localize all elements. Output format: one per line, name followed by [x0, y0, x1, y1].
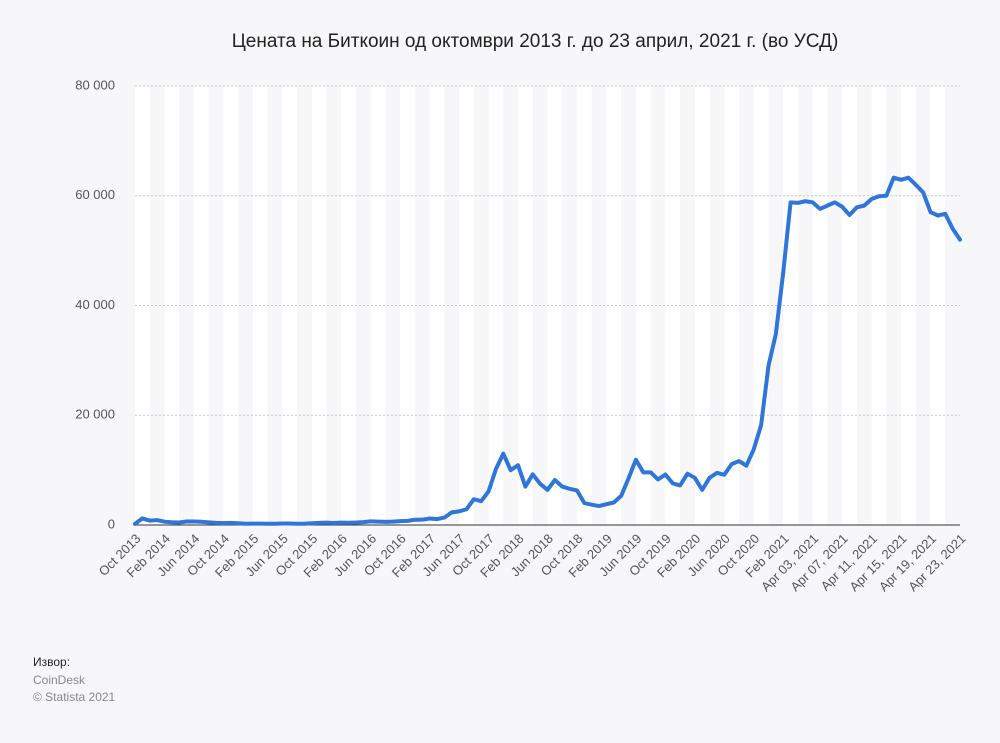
copyright: © Statista 2021	[33, 690, 116, 704]
plot-band	[842, 86, 857, 525]
y-tick-label: 0	[108, 516, 115, 531]
y-tick-label: 40 000	[75, 297, 115, 312]
plot-band	[282, 86, 298, 525]
chart-title: Цената на Биткоин од октомври 2013 г. до…	[232, 31, 839, 52]
plot-band	[135, 86, 150, 525]
plot-band	[606, 86, 622, 525]
y-tick-label: 80 000	[75, 77, 115, 92]
y-tick-label: 60 000	[75, 187, 115, 202]
plot-band	[518, 86, 533, 525]
source-label: Извор:	[33, 655, 70, 669]
data-line	[133, 175, 962, 526]
source: CoinDesk	[33, 673, 86, 687]
plot-band	[370, 86, 386, 525]
y-tick-label: 20 000	[75, 407, 115, 422]
plot-band	[459, 86, 474, 525]
plot-band	[783, 86, 798, 525]
plot-band	[930, 86, 946, 525]
plot-band	[694, 86, 710, 525]
